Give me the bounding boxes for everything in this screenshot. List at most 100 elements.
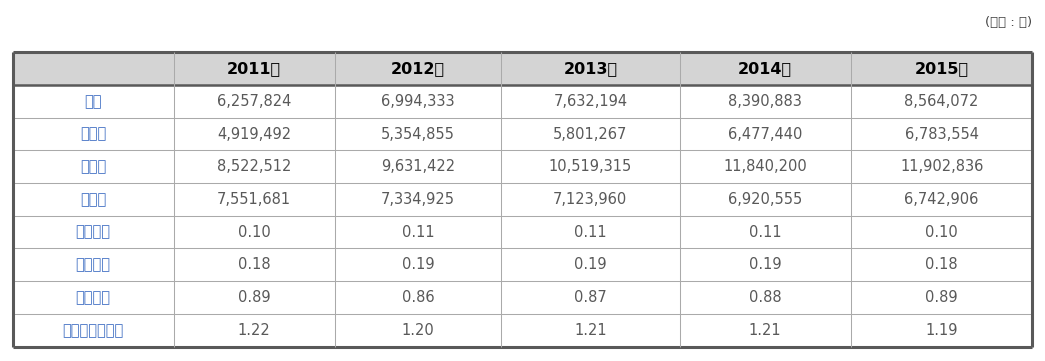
Text: 0.19: 0.19 [401,257,435,272]
Bar [173,248,334,281]
Bar [851,216,1032,248]
Bar [334,151,502,183]
Bar [334,85,502,118]
Bar [502,151,679,183]
Text: 1.19: 1.19 [926,323,958,338]
Bar [851,85,1032,118]
Text: 2014년: 2014년 [738,61,792,76]
Text: 11,902,836: 11,902,836 [900,159,983,174]
Text: 0.10: 0.10 [238,225,271,240]
Bar [502,248,679,281]
Text: 0.88: 0.88 [749,290,782,305]
Bar [173,85,334,118]
Bar [173,281,334,314]
Text: 8,564,072: 8,564,072 [905,94,979,109]
Bar [13,85,173,118]
Bar [334,314,502,347]
Text: (단위 : 원): (단위 : 원) [985,16,1032,29]
Text: 6,742,906: 6,742,906 [905,192,979,207]
Text: 페어슈테겐지수: 페어슈테겐지수 [63,323,123,338]
Bar [679,314,851,347]
Text: 지니지수: 지니지수 [75,225,111,240]
Text: 7,551,681: 7,551,681 [217,192,292,207]
Bar [851,151,1032,183]
Text: 7,632,194: 7,632,194 [553,94,627,109]
Bar [173,183,334,216]
Text: 0.87: 0.87 [574,290,607,305]
Bar [334,52,502,85]
Text: 9,631,422: 9,631,422 [380,159,455,174]
Bar [13,52,173,85]
Text: 7,334,925: 7,334,925 [381,192,455,207]
Bar [13,183,173,216]
Text: 최소값: 최소값 [80,127,107,142]
Text: 7,123,960: 7,123,960 [553,192,627,207]
Bar [13,248,173,281]
Bar [13,216,173,248]
Bar [679,118,851,151]
Text: 8,390,883: 8,390,883 [728,94,803,109]
Text: 2012년: 2012년 [391,61,445,76]
Text: 2015년: 2015년 [914,61,969,76]
Bar [173,151,334,183]
Bar [679,183,851,216]
Text: 맥룬지수: 맥룬지수 [75,290,111,305]
Text: 0.18: 0.18 [926,257,958,272]
Bar [679,281,851,314]
Text: 최대값: 최대값 [80,159,107,174]
Bar [851,314,1032,347]
Bar [851,248,1032,281]
Text: 4,919,492: 4,919,492 [217,127,292,142]
Text: 학생수: 학생수 [80,192,107,207]
Text: 0.18: 0.18 [238,257,271,272]
Text: 11,840,200: 11,840,200 [723,159,807,174]
Bar [679,85,851,118]
Bar [502,85,679,118]
Bar [679,52,851,85]
Text: 0.11: 0.11 [574,225,607,240]
Bar [502,183,679,216]
Text: 6,783,554: 6,783,554 [905,127,979,142]
Text: 0.19: 0.19 [574,257,607,272]
Bar [502,118,679,151]
Bar [851,118,1032,151]
Text: 2013년: 2013년 [563,61,618,76]
Bar [502,216,679,248]
Text: 6,257,824: 6,257,824 [217,94,292,109]
Text: 1.20: 1.20 [401,323,435,338]
Bar [13,314,173,347]
Bar [334,216,502,248]
Text: 0.19: 0.19 [749,257,782,272]
Bar [502,314,679,347]
Bar [334,118,502,151]
Bar [13,281,173,314]
Bar [334,183,502,216]
Bar [173,216,334,248]
Text: 편차계수: 편차계수 [75,257,111,272]
Text: 0.89: 0.89 [926,290,958,305]
Text: 2011년: 2011년 [227,61,281,76]
Bar [173,314,334,347]
Text: 6,477,440: 6,477,440 [728,127,803,142]
Bar [13,118,173,151]
Text: 6,920,555: 6,920,555 [728,192,803,207]
Bar [851,183,1032,216]
Bar [679,151,851,183]
Bar [334,248,502,281]
Bar [334,281,502,314]
Text: 10,519,315: 10,519,315 [549,159,632,174]
Bar [502,281,679,314]
Text: 평균: 평균 [85,94,101,109]
Text: 1.21: 1.21 [574,323,607,338]
Bar [679,216,851,248]
Text: 0.10: 0.10 [925,225,958,240]
Text: 6,994,333: 6,994,333 [381,94,455,109]
Text: 5,354,855: 5,354,855 [381,127,455,142]
Text: 0.11: 0.11 [401,225,435,240]
Text: 5,801,267: 5,801,267 [553,127,627,142]
Bar [13,151,173,183]
Text: 1.21: 1.21 [749,323,782,338]
Text: 8,522,512: 8,522,512 [217,159,292,174]
Bar [851,281,1032,314]
Bar [679,248,851,281]
